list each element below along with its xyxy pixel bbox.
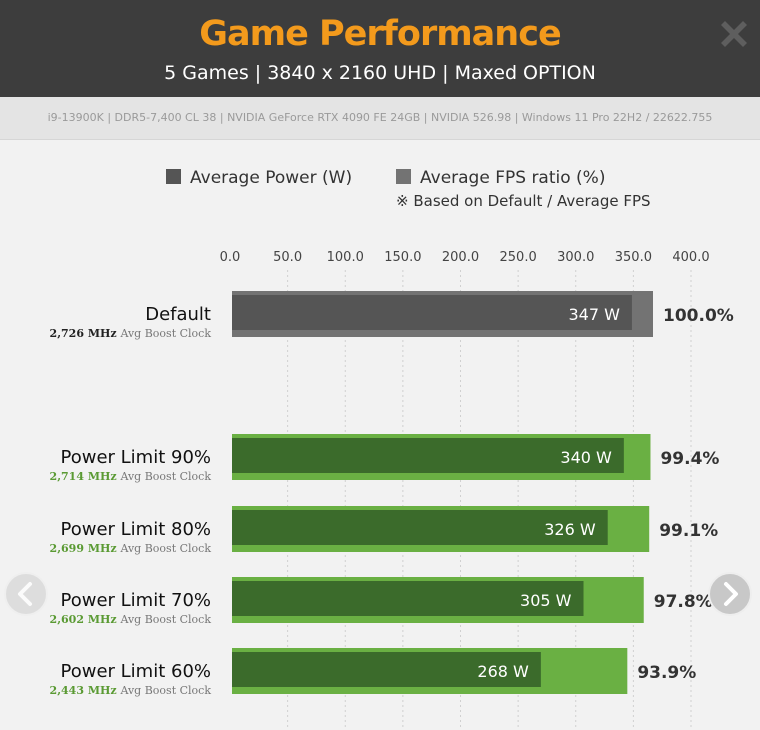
legend-power-swatch — [166, 169, 181, 184]
boost-clock-value: 2,726 MHz — [50, 327, 121, 340]
fps-value-label: 99.1% — [659, 521, 718, 541]
power-bar — [232, 295, 632, 330]
power-value-label: 326 W — [544, 520, 596, 539]
header-bar: Game Performance 5 Games | 3840 x 2160 U… — [0, 0, 760, 97]
boost-clock-value: 2,714 MHz — [50, 470, 121, 483]
power-bar — [232, 438, 624, 473]
boost-clock-label: 2,699 MHz Avg Boost Clock — [50, 542, 212, 555]
fps-value-label: 100.0% — [663, 306, 734, 326]
category-label: Power Limit 90% — [61, 447, 212, 468]
power-bar — [232, 510, 608, 545]
x-tick-label: 400.0 — [672, 250, 709, 265]
x-tick-label: 100.0 — [327, 250, 364, 265]
power-bar — [232, 581, 584, 616]
category-label: Default — [145, 304, 211, 325]
category-label: Power Limit 70% — [61, 590, 212, 611]
boost-clock-suffix: Avg Boost Clock — [119, 470, 211, 483]
prev-slide-button[interactable] — [4, 572, 48, 616]
category-label: Power Limit 60% — [61, 661, 212, 682]
x-tick-label: 50.0 — [273, 250, 302, 265]
system-specs-text: i9-13900K | DDR5-7,400 CL 38 | NVIDIA Ge… — [47, 111, 713, 124]
x-tick-label: 150.0 — [384, 250, 421, 265]
page-title: Game Performance — [199, 14, 561, 54]
x-tick-label: 200.0 — [442, 250, 479, 265]
legend-power: Average Power (W) — [166, 168, 352, 188]
chevron-right-icon — [724, 582, 738, 606]
boost-clock-value: 2,443 MHz — [50, 684, 121, 697]
power-value-label: 305 W — [520, 591, 572, 610]
legend-note: ※ Based on Default / Average FPS — [396, 192, 651, 210]
boost-clock-suffix: Avg Boost Clock — [119, 542, 211, 555]
boost-clock-label: 2,443 MHz Avg Boost Clock — [50, 684, 212, 697]
next-slide-button[interactable] — [708, 572, 752, 616]
boost-clock-suffix: Avg Boost Clock — [119, 613, 211, 626]
power-bar — [232, 652, 541, 687]
legend-fps: Average FPS ratio (%) — [396, 168, 605, 188]
boost-clock-value: 2,602 MHz — [50, 613, 121, 626]
boost-clock-label: 2,714 MHz Avg Boost Clock — [50, 470, 212, 483]
page-subtitle: 5 Games | 3840 x 2160 UHD | Maxed OPTION — [164, 62, 596, 84]
boost-clock-suffix: Avg Boost Clock — [119, 684, 211, 697]
x-tick-label: 0.0 — [220, 250, 241, 265]
power-value-label: 268 W — [477, 662, 529, 681]
fps-value-label: 93.9% — [637, 663, 696, 683]
power-value-label: 340 W — [560, 448, 612, 467]
boost-clock-label: 2,602 MHz Avg Boost Clock — [50, 613, 212, 626]
legend-fps-swatch — [396, 169, 411, 184]
system-specs-bar: i9-13900K | DDR5-7,400 CL 38 | NVIDIA Ge… — [0, 97, 760, 140]
category-label: Power Limit 80% — [61, 519, 212, 540]
close-icon[interactable] — [716, 16, 752, 52]
legend-power-label: Average Power (W) — [190, 168, 353, 188]
legend-fps-label: Average FPS ratio (%) — [420, 168, 606, 188]
chevron-left-icon — [18, 582, 32, 606]
boost-clock-label: 2,726 MHz Avg Boost Clock — [50, 327, 212, 340]
power-value-label: 347 W — [568, 305, 620, 324]
boost-clock-suffix: Avg Boost Clock — [119, 327, 211, 340]
boost-clock-value: 2,699 MHz — [50, 542, 121, 555]
fps-value-label: 97.8% — [654, 592, 713, 612]
x-tick-label: 300.0 — [557, 250, 594, 265]
fps-value-label: 99.4% — [660, 449, 719, 469]
x-tick-label: 350.0 — [615, 250, 652, 265]
x-tick-label: 250.0 — [500, 250, 537, 265]
